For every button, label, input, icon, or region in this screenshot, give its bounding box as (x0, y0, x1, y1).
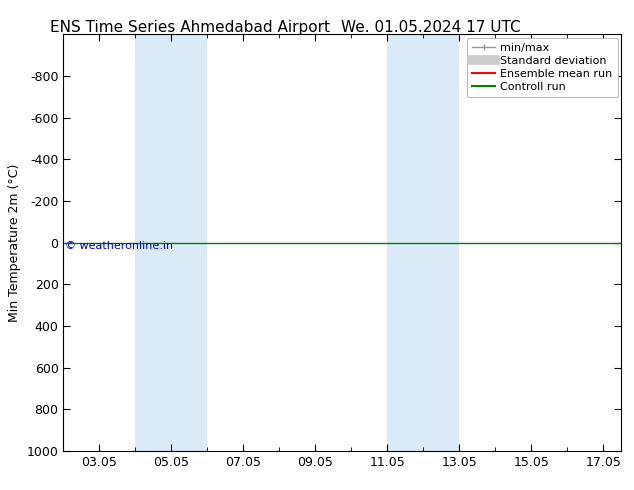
Legend: min/max, Standard deviation, Ensemble mean run, Controll run: min/max, Standard deviation, Ensemble me… (467, 38, 618, 97)
Text: ENS Time Series Ahmedabad Airport: ENS Time Series Ahmedabad Airport (50, 20, 330, 35)
Text: We. 01.05.2024 17 UTC: We. 01.05.2024 17 UTC (341, 20, 521, 35)
Bar (136, 34, 207, 451)
Text: © weatheronline.in: © weatheronline.in (65, 241, 173, 251)
Y-axis label: Min Temperature 2m (°C): Min Temperature 2m (°C) (8, 163, 21, 322)
Bar (387, 34, 460, 451)
